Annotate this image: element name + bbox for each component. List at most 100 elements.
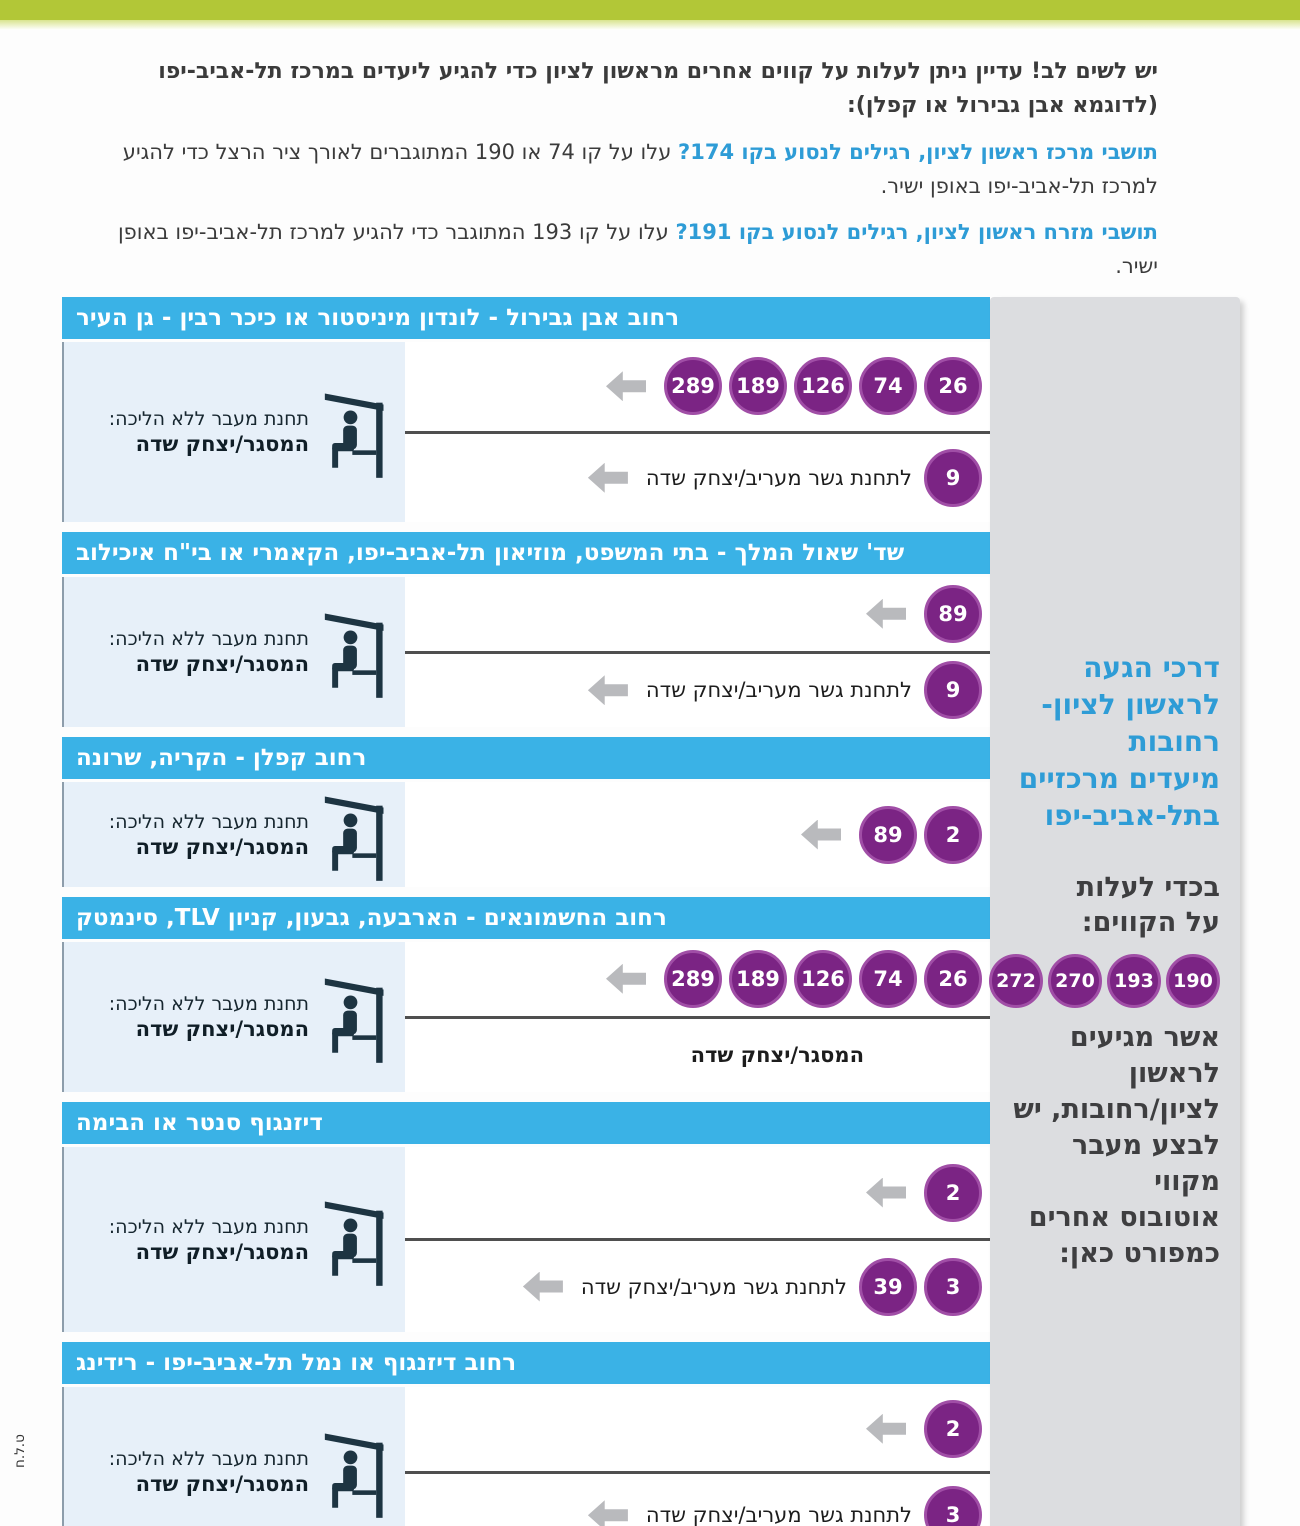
- bus-line-badge: 9: [924, 661, 982, 720]
- route-section: רחוב החשמונאים - הארבעה, גבעון, קניון TL…: [62, 897, 990, 1092]
- stop-transfer-label: תחנת מעבר ללא הליכה: המסגר/יצחק שדה: [109, 408, 309, 456]
- bus-line-badge: 2: [924, 805, 982, 864]
- route-row: 2: [405, 1387, 990, 1471]
- bus-line-badge: 189: [729, 357, 787, 416]
- route-row: 26 74 126 189 289: [405, 342, 990, 431]
- sidebar-footer-text: אשר מגיעים לראשון לציון/רחובות, יש לבצע …: [1013, 1022, 1220, 1269]
- stop-panel: תחנת מעבר ללא הליכה: המסגר/יצחק שדה: [62, 1147, 405, 1332]
- bus-line-badge: 126: [794, 949, 852, 1008]
- sidebar-line-badges: 190 193 270 272: [989, 954, 1220, 1008]
- bus-line-badge: 2: [924, 1163, 982, 1222]
- stop-transfer-caption: תחנת מעבר ללא הליכה:: [108, 993, 309, 1015]
- bus-line-badge: 39: [859, 1257, 917, 1316]
- stop-name-label: המסגר/יצחק שדה: [135, 652, 309, 676]
- route-row: 9 לתחנת גשר מעריב/יצחק שדה: [405, 650, 990, 728]
- stop-transfer-label: תחנת מעבר ללא הליכה: המסגר/יצחק שדה: [109, 811, 309, 859]
- route-row: 89: [405, 577, 990, 651]
- stop-transfer-label: תחנת מעבר ללא הליכה: המסגר/יצחק שדה: [109, 1216, 309, 1264]
- sidebar: דרכי הגעה לראשון לציון- רחובות מיעדים מר…: [989, 297, 1240, 1526]
- sidebar-title: דרכי הגעה לראשון לציון- רחובות מיעדים מר…: [1018, 651, 1220, 832]
- left-arrow-icon: [866, 1413, 906, 1444]
- bus-stop-icon: [323, 603, 389, 702]
- stop-name-label: המסגר/יצחק שדה: [135, 432, 309, 456]
- bus-line-badge: 26: [924, 949, 982, 1008]
- bus-line-badge: 272: [989, 954, 1043, 1008]
- route-section: רחוב דיזנגוף או נמל תל-אביב-יפו - רידינג…: [62, 1342, 990, 1526]
- route-row: המסגר/יצחק שדה: [405, 1015, 990, 1093]
- routes-table: רחוב אבן גבירול - לונדון מיניסטור או כיכ…: [62, 297, 990, 1526]
- route-section: רחוב אבן גבירול - לונדון מיניסטור או כיכ…: [62, 297, 990, 522]
- row-note: לתחנת גשר מעריב/יצחק שדה: [645, 678, 912, 703]
- bus-line-badge: 189: [729, 949, 787, 1008]
- bus-line-badge: 3: [924, 1486, 982, 1526]
- section-body: תחנת מעבר ללא הליכה: המסגר/יצחק שדה 89 9 לתח…: [62, 577, 990, 727]
- section-header: רחוב החשמונאים - הארבעה, גבעון, קניון TL…: [62, 897, 990, 939]
- section-body: תחנת מעבר ללא הליכה: המסגר/יצחק שדה 26 74 12…: [62, 942, 990, 1092]
- section-header: רחוב אבן גבירול - לונדון מיניסטור או כיכ…: [62, 297, 990, 339]
- section-body: תחנת מעבר ללא הליכה: המסגר/יצחק שדה 2 3 לתחנ…: [62, 1387, 990, 1526]
- bus-stop-icon: [323, 785, 389, 884]
- row-note: המסגר/יצחק שדה: [690, 1043, 864, 1068]
- route-section: דיזנגוף סנטר או הבימה תחנת מעבר ללא הליכ…: [62, 1102, 990, 1332]
- bus-line-badge: 26: [924, 357, 982, 416]
- left-arrow-icon: [866, 1177, 906, 1208]
- footnote-tlh: ט.ל.ח: [12, 1434, 28, 1468]
- route-rows: 26 74 126 189 289 9 לתחנת גשר מעריב/יצחק שדה: [405, 342, 990, 522]
- left-arrow-icon: [587, 462, 628, 493]
- intro-rest-174: עלו על קו 74 או 190 המתוגברים לאורך ציר …: [122, 140, 1158, 198]
- stop-transfer-label: תחנת מעבר ללא הליכה: המסגר/יצחק שדה: [109, 993, 309, 1041]
- route-row: 9 לתחנת גשר מעריב/יצחק שדה: [405, 430, 990, 523]
- route-row: 3 39 לתחנת גשר מעריב/יצחק שדה: [405, 1238, 990, 1332]
- stop-transfer-caption: תחנת מעבר ללא הליכה:: [108, 1448, 309, 1470]
- intro-line-1: יש לשים לב! עדיין ניתן לעלות על קווים אח…: [158, 59, 1158, 84]
- bus-line-badge: 74: [859, 357, 917, 416]
- stop-name-label: המסגר/יצחק שדה: [135, 1472, 309, 1496]
- top-accent-bar: [0, 0, 1300, 20]
- bus-stop-icon: [323, 968, 389, 1067]
- bus-line-badge: 270: [1048, 954, 1102, 1008]
- bus-line-badge: 2: [924, 1399, 982, 1458]
- section-body: תחנת מעבר ללא הליכה: המסגר/יצחק שדה 2 89: [62, 782, 990, 887]
- section-header: שד' שאול המלך - בתי המשפט, מוזיאון תל-אב…: [62, 532, 990, 574]
- route-rows: 2 89: [405, 782, 990, 887]
- row-note: לתחנת גשר מעריב/יצחק שדה: [645, 1503, 912, 1526]
- stop-transfer-label: תחנת מעבר ללא הליכה: המסגר/יצחק שדה: [109, 628, 309, 676]
- bus-stop-icon: [323, 1423, 389, 1522]
- sidebar-subtitle: בכדי לעלות על הקווים:: [1076, 872, 1220, 938]
- stop-transfer-caption: תחנת מעבר ללא הליכה:: [108, 408, 309, 430]
- route-row: 26 74 126 189 289: [405, 942, 990, 1016]
- bus-stop-icon: [323, 383, 389, 482]
- bus-line-badge: 289: [664, 357, 722, 416]
- stop-transfer-caption: תחנת מעבר ללא הליכה:: [108, 810, 309, 833]
- left-arrow-icon: [866, 598, 906, 629]
- bus-line-badge: 89: [924, 584, 982, 643]
- stop-panel: תחנת מעבר ללא הליכה: המסגר/יצחק שדה: [62, 942, 405, 1092]
- bus-line-badge: 190: [1166, 954, 1220, 1008]
- section-header: רחוב קפלן - הקריה, שרונה: [62, 737, 990, 779]
- stop-name-label: המסגר/יצחק שדה: [135, 1239, 309, 1264]
- intro-text: יש לשים לב! עדיין ניתן לעלות על קווים אח…: [100, 55, 1158, 283]
- left-arrow-icon: [522, 1271, 563, 1302]
- bus-line-badge: 3: [924, 1257, 982, 1316]
- left-arrow-icon: [606, 371, 646, 402]
- main-content: רחוב אבן גבירול - לונדון מיניסטור או כיכ…: [0, 297, 1300, 1526]
- stop-panel: תחנת מעבר ללא הליכה: המסגר/יצחק שדה: [62, 342, 405, 522]
- left-arrow-icon: [606, 963, 646, 994]
- bus-line-badge: 193: [1107, 954, 1161, 1008]
- intro-line-2: (לדוגמא אבן גבירול או קפלן):: [846, 93, 1158, 118]
- intro-paragraph-center: תושבי מרכז ראשון לציון, רגילים לנסוע בקו…: [100, 135, 1158, 203]
- section-header: דיזנגוף סנטר או הבימה: [62, 1102, 990, 1144]
- top-accent-fade: [0, 20, 1300, 30]
- route-rows: 89 9 לתחנת גשר מעריב/יצחק שדה: [405, 577, 990, 727]
- intro-highlight-191: תושבי מזרח ראשון לציון, רגילים לנסוע בקו…: [675, 220, 1158, 244]
- bus-line-badge: 9: [924, 448, 982, 507]
- stop-transfer-caption: תחנת מעבר ללא הליכה:: [108, 1215, 309, 1238]
- section-body: תחנת מעבר ללא הליכה: המסגר/יצחק שדה 2 3 39 לת…: [62, 1147, 990, 1332]
- row-note: לתחנת גשר מעריב/יצחק שדה: [645, 465, 912, 490]
- intro-highlight-174: תושבי מרכז ראשון לציון, רגילים לנסוע בקו…: [678, 140, 1158, 164]
- bus-line-badge: 289: [664, 949, 722, 1008]
- intro-paragraph-east: תושבי מזרח ראשון לציון, רגילים לנסוע בקו…: [100, 215, 1158, 283]
- bus-stop-icon: [323, 1190, 389, 1289]
- route-row: 2: [405, 1147, 990, 1238]
